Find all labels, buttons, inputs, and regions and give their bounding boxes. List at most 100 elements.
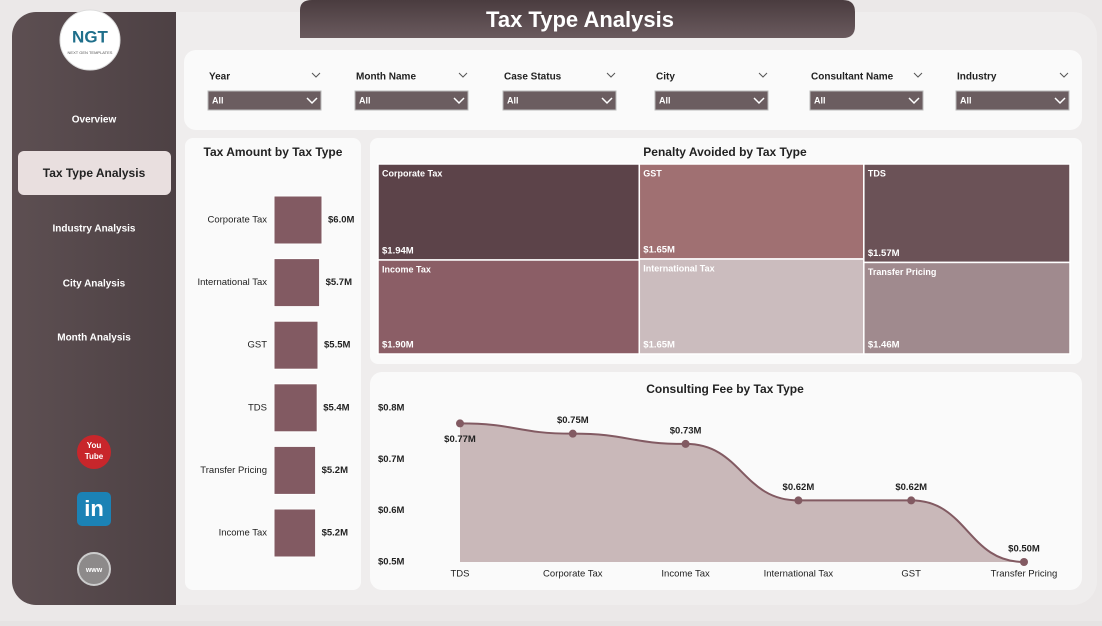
filter-value: All: [659, 95, 671, 105]
dropdown-chevron: [306, 97, 318, 105]
value-label: $0.75M: [557, 415, 589, 426]
dropdown-chevron: [753, 97, 765, 105]
point: [794, 496, 803, 505]
nav-item[interactable]: City Analysis: [63, 279, 126, 290]
filter-value: All: [507, 95, 519, 105]
x-tick-label: GST: [901, 569, 921, 580]
value-label: $5.4M: [323, 402, 349, 413]
filter-value: All: [960, 95, 972, 105]
logo-text: NGT: [72, 27, 109, 46]
x-tick-label: International Tax: [764, 569, 834, 580]
category-label: Corporate Tax: [208, 215, 268, 226]
filter-value: All: [212, 95, 224, 105]
filter-chevron: [311, 72, 321, 78]
filter-chevron: [1059, 72, 1069, 78]
treemap-cell: [377, 163, 641, 261]
value-label: $6.0M: [328, 215, 354, 226]
nav-item[interactable]: Month Analysis: [57, 333, 131, 344]
bar: [273, 258, 321, 308]
dropdown-chevron: [453, 97, 465, 105]
value-label: $5.2M: [322, 465, 348, 476]
line: [459, 422, 1025, 563]
cell-label: Income Tax: [382, 264, 431, 274]
category-label: Income Tax: [219, 528, 268, 539]
cell-value: $1.57M: [868, 248, 900, 259]
cell-value: $1.46M: [868, 340, 900, 351]
page-title: Tax Type Analysis: [486, 7, 674, 32]
treemap-cell: [863, 261, 1071, 355]
y-tick-label: $0.5M: [378, 557, 404, 568]
x-tick-label: Income Tax: [661, 569, 710, 580]
filter-chevron: [913, 72, 923, 78]
nav-active[interactable]: [18, 151, 171, 195]
chart-title: Penalty Avoided by Tax Type: [643, 145, 807, 159]
logo: [59, 9, 121, 71]
web-text: www: [85, 567, 103, 574]
point: [681, 439, 690, 448]
x-tick-label: Transfer Pricing: [991, 569, 1058, 580]
point: [907, 496, 916, 505]
linkedin-icon[interactable]: [77, 492, 111, 526]
value-label: $5.7M: [326, 277, 352, 288]
cell-label: GST: [643, 168, 662, 178]
filter-value: All: [814, 95, 826, 105]
nav-item[interactable]: Tax Type Analysis: [43, 166, 146, 180]
title-tab: [300, 0, 855, 38]
filter-chevron: [758, 72, 768, 78]
dropdown-chevron: [1054, 97, 1066, 105]
point: [456, 419, 464, 428]
logo-subtitle: NEXT GEN TEMPLATES: [68, 50, 113, 55]
filter-label: Consultant Name: [811, 72, 894, 83]
y-tick-label: $0.6M: [378, 505, 404, 516]
value-label: $0.62M: [783, 482, 815, 493]
web-icon[interactable]: [77, 552, 111, 586]
filter-dropdown[interactable]: [502, 90, 617, 111]
value-label: $0.62M: [895, 482, 927, 493]
value-label: $0.50M: [1008, 544, 1040, 555]
cell-value: $1.65M: [643, 245, 675, 256]
point: [568, 429, 577, 438]
value-label: $0.77M: [444, 434, 476, 445]
cell-value: $1.65M: [643, 340, 675, 351]
category-label: Transfer Pricing: [200, 465, 267, 476]
filter-dropdown[interactable]: [354, 90, 469, 111]
bar: [273, 320, 319, 370]
filter-dropdown[interactable]: [809, 90, 924, 111]
cell-label: TDS: [868, 168, 886, 178]
treemap-cell: [377, 259, 641, 355]
chart-title: Consulting Fee by Tax Type: [646, 382, 804, 396]
filter-dropdown[interactable]: [955, 90, 1070, 111]
youtube-icon[interactable]: [77, 435, 111, 469]
cell-value: $1.94M: [382, 246, 414, 257]
nav-item[interactable]: Industry Analysis: [53, 224, 136, 235]
bar: [273, 445, 317, 495]
nav-item[interactable]: Overview: [72, 115, 117, 126]
y-tick-label: $0.8M: [378, 403, 404, 414]
chart-title: Tax Amount by Tax Type: [204, 145, 343, 159]
value-label: $0.73M: [670, 425, 702, 436]
cell-label: Corporate Tax: [382, 168, 442, 178]
bar: [273, 383, 318, 433]
y-tick-label: $0.7M: [378, 454, 404, 465]
filter-value: All: [359, 95, 371, 105]
treemap-cell: [863, 163, 1071, 264]
bar-panel: [185, 138, 361, 590]
filter-dropdown[interactable]: [207, 90, 322, 111]
cell-value: $1.90M: [382, 340, 414, 351]
value-label: $5.5M: [324, 340, 350, 351]
bar: [273, 508, 317, 558]
filter-dropdown[interactable]: [654, 90, 769, 111]
category-label: TDS: [248, 402, 267, 413]
youtube-text: You: [87, 441, 102, 450]
filter-label: Industry: [957, 72, 997, 83]
dropdown-chevron: [601, 97, 613, 105]
filter-chevron: [458, 72, 468, 78]
cell-label: Transfer Pricing: [868, 267, 937, 277]
category-label: GST: [247, 340, 267, 351]
filter-label: Case Status: [504, 72, 562, 83]
linkedin-text: in: [84, 496, 104, 521]
area: [460, 423, 1024, 562]
cell-label: International Tax: [643, 263, 714, 273]
filter-chevron: [606, 72, 616, 78]
treemap-cell: [638, 163, 865, 260]
